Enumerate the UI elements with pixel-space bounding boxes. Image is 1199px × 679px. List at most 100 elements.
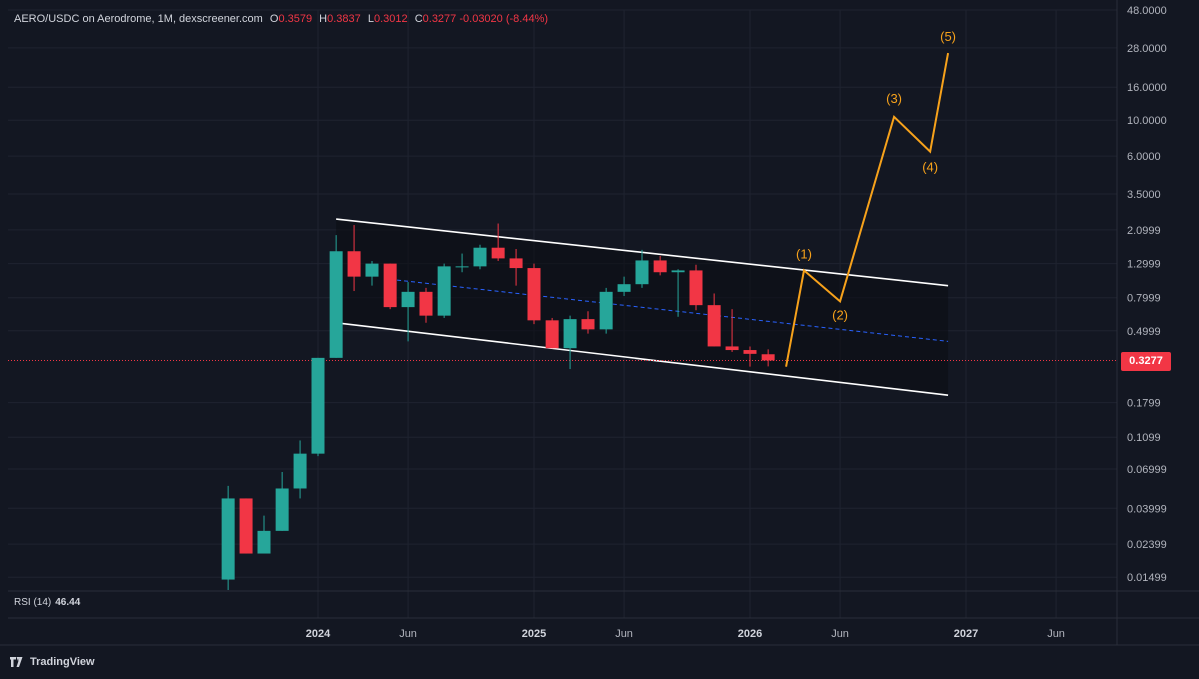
time-tick-label: Jun bbox=[399, 628, 417, 640]
candle-body bbox=[563, 319, 577, 349]
candle bbox=[257, 515, 271, 554]
time-axis[interactable]: 2024 Jun 2025 Jun 2026 Jun 2027 Jun bbox=[306, 628, 1065, 640]
candle bbox=[599, 287, 613, 334]
pane-dividers bbox=[0, 0, 1199, 646]
candle-body bbox=[437, 266, 451, 316]
last-price-tag: 0.3277 bbox=[1121, 352, 1171, 371]
price-tick-label: 2.0999 bbox=[1127, 225, 1161, 237]
candle-body bbox=[599, 291, 613, 330]
rsi-label: RSI (14) bbox=[14, 597, 52, 608]
price-tick-label: 0.1799 bbox=[1127, 398, 1161, 410]
tradingview-logo-icon bbox=[10, 657, 23, 667]
candle-body bbox=[347, 251, 361, 277]
close-value: 0.3277 bbox=[422, 13, 457, 25]
wave-label: (3) bbox=[886, 91, 902, 106]
price-tick-label: 3.5000 bbox=[1127, 189, 1161, 201]
candle-body bbox=[617, 284, 631, 292]
candle-body bbox=[329, 251, 343, 358]
candle bbox=[653, 255, 667, 276]
candle-body bbox=[707, 305, 721, 347]
candle bbox=[491, 223, 505, 261]
candle-body bbox=[509, 258, 523, 269]
candle bbox=[347, 225, 361, 292]
price-tick-label: 0.03999 bbox=[1127, 503, 1167, 515]
candle bbox=[761, 349, 775, 367]
wave-label: (5) bbox=[940, 29, 956, 44]
candle-body bbox=[761, 354, 775, 361]
candle bbox=[455, 253, 469, 273]
candle bbox=[221, 485, 235, 590]
tradingview-label: TradingView bbox=[30, 656, 95, 668]
candle-body bbox=[419, 291, 433, 316]
time-tick-label: 2026 bbox=[738, 628, 762, 640]
candle bbox=[365, 260, 379, 286]
candle-body bbox=[239, 498, 253, 554]
price-tick-label: 10.0000 bbox=[1127, 115, 1167, 127]
price-tick-label: 1.2999 bbox=[1127, 259, 1161, 271]
candle-body bbox=[275, 488, 289, 531]
candle-body bbox=[311, 357, 325, 454]
candle-body bbox=[401, 291, 415, 308]
candle bbox=[581, 311, 595, 334]
change-value: -0.03020 (-8.44%) bbox=[459, 13, 549, 25]
price-tick-label: 16.0000 bbox=[1127, 82, 1167, 94]
candle bbox=[527, 263, 541, 325]
price-tick-label: 0.02399 bbox=[1127, 539, 1167, 551]
candle-body bbox=[491, 247, 505, 259]
candle-body bbox=[545, 320, 559, 349]
candles[interactable] bbox=[221, 223, 775, 590]
candle bbox=[689, 264, 703, 311]
price-tick-label: 0.01499 bbox=[1127, 572, 1167, 584]
candle bbox=[671, 269, 685, 317]
price-tick-label: 48.0000 bbox=[1127, 5, 1167, 17]
candle-body bbox=[689, 270, 703, 306]
price-tick-label: 0.1099 bbox=[1127, 432, 1161, 444]
candle-body bbox=[383, 263, 397, 308]
time-tick-label: 2027 bbox=[954, 628, 978, 640]
price-tick-label: 0.7999 bbox=[1127, 293, 1161, 305]
candle bbox=[293, 440, 307, 499]
low-label: L bbox=[367, 13, 374, 25]
tradingview-branding[interactable]: TradingView bbox=[10, 656, 95, 668]
candle bbox=[509, 249, 523, 286]
candle-body bbox=[671, 270, 685, 273]
candle bbox=[563, 315, 577, 370]
low-value: 0.3012 bbox=[373, 13, 408, 25]
candle bbox=[707, 293, 721, 347]
candle bbox=[473, 244, 487, 270]
candle bbox=[383, 263, 397, 310]
candle-body bbox=[527, 268, 541, 321]
candle-body bbox=[635, 260, 649, 285]
price-tick-label: 0.4999 bbox=[1127, 326, 1161, 338]
candle bbox=[437, 263, 451, 318]
wave-projection: (1) (2) (3) (4) (5) bbox=[785, 29, 956, 367]
wave-label: (1) bbox=[796, 246, 812, 261]
candle-body bbox=[365, 263, 379, 277]
candle bbox=[617, 276, 631, 296]
candle bbox=[239, 498, 253, 554]
symbol-header: AERO/USDC on Aerodrome, 1M, dexscreener.… bbox=[14, 13, 548, 25]
price-tick-label: 6.0000 bbox=[1127, 151, 1161, 163]
symbol-title[interactable]: AERO/USDC on Aerodrome, 1M, dexscreener.… bbox=[14, 13, 263, 25]
close-label: C bbox=[414, 13, 423, 25]
candle bbox=[635, 249, 649, 288]
wave-path bbox=[785, 52, 950, 367]
candle bbox=[725, 309, 739, 352]
time-tick-label: 2024 bbox=[306, 628, 331, 640]
candle-body bbox=[743, 350, 757, 354]
time-tick-label: Jun bbox=[615, 628, 633, 640]
price-axis[interactable]: 48.0000 28.0000 16.0000 10.0000 6.0000 3.5000… bbox=[1127, 5, 1167, 584]
candle-body bbox=[455, 266, 469, 268]
high-label: H bbox=[319, 13, 328, 25]
rsi-value: 46.44 bbox=[55, 597, 81, 608]
candle bbox=[311, 357, 325, 457]
candle bbox=[419, 287, 433, 323]
open-label: O bbox=[269, 13, 279, 25]
candle bbox=[329, 235, 343, 358]
price-tick-label: 28.0000 bbox=[1127, 43, 1167, 55]
time-tick-label: 2025 bbox=[522, 628, 546, 640]
time-tick-label: Jun bbox=[1047, 628, 1065, 640]
rsi-legend[interactable]: RSI (14) 46.44 bbox=[14, 597, 80, 608]
wave-label: (4) bbox=[922, 160, 938, 175]
